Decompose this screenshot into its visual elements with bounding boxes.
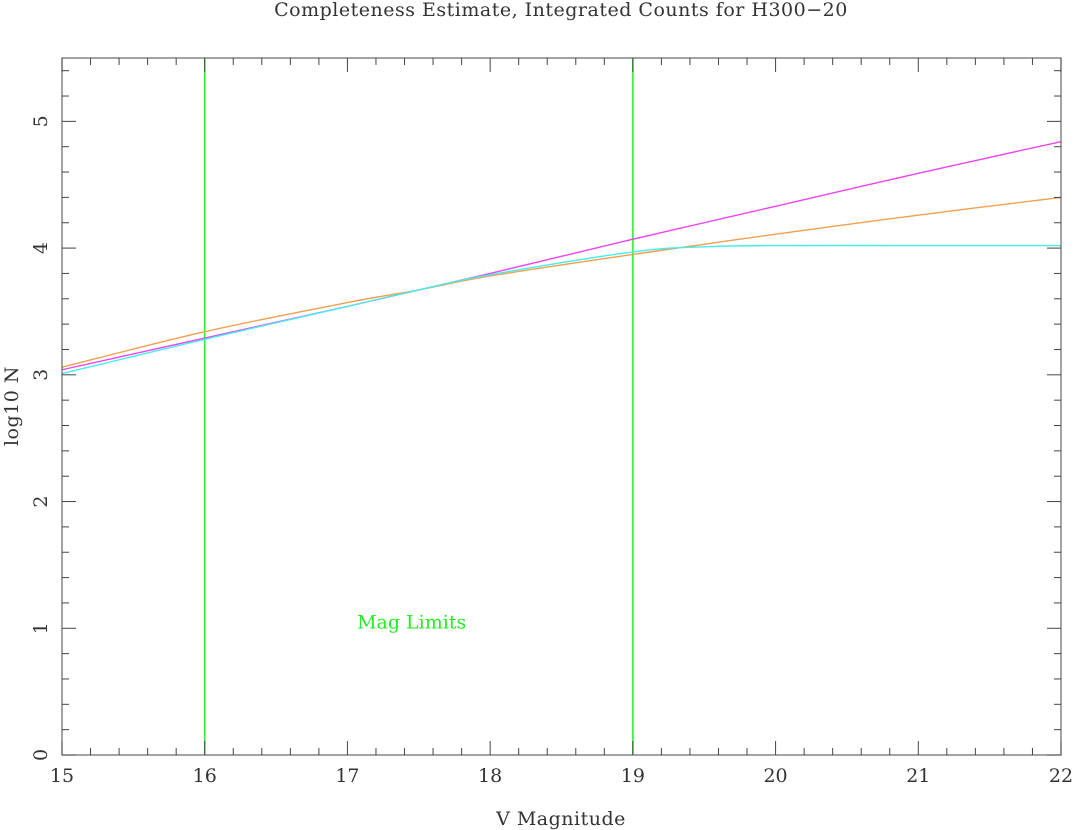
x-tick-label: 21 <box>906 765 930 787</box>
y-tick-label: 5 <box>30 115 52 127</box>
x-tick-label: 20 <box>763 765 787 787</box>
plot-frame <box>61 57 1062 756</box>
mag-limits-annotation: Mag Limits <box>357 611 466 633</box>
y-tick-label: 3 <box>30 369 52 381</box>
series-line-magenta <box>61 140 1062 371</box>
x-tick-label: 18 <box>478 765 502 787</box>
x-tick-label: 17 <box>335 765 359 787</box>
y-tick-label: 1 <box>30 622 52 634</box>
x-tick-label: 15 <box>50 765 74 787</box>
y-tick-label: 2 <box>30 495 52 507</box>
series-line-cyan <box>61 244 1061 375</box>
x-tick-label: 22 <box>1049 765 1073 787</box>
y-tick-label: 0 <box>30 749 52 761</box>
y-tick-label: 4 <box>30 242 52 254</box>
axes: 15 16 17 18 19 20 21 22 0 1 2 3 4 5 <box>30 57 1073 787</box>
x-axis-label: V Magnitude <box>495 808 626 830</box>
x-tick-label: 19 <box>621 765 645 787</box>
plot-area <box>61 58 1062 755</box>
chart-title: Completeness Estimate, Integrated Counts… <box>274 0 848 21</box>
x-tick-label: 16 <box>193 765 217 787</box>
series-line-orange <box>61 196 1062 368</box>
y-axis-label: log10 N <box>1 366 23 446</box>
